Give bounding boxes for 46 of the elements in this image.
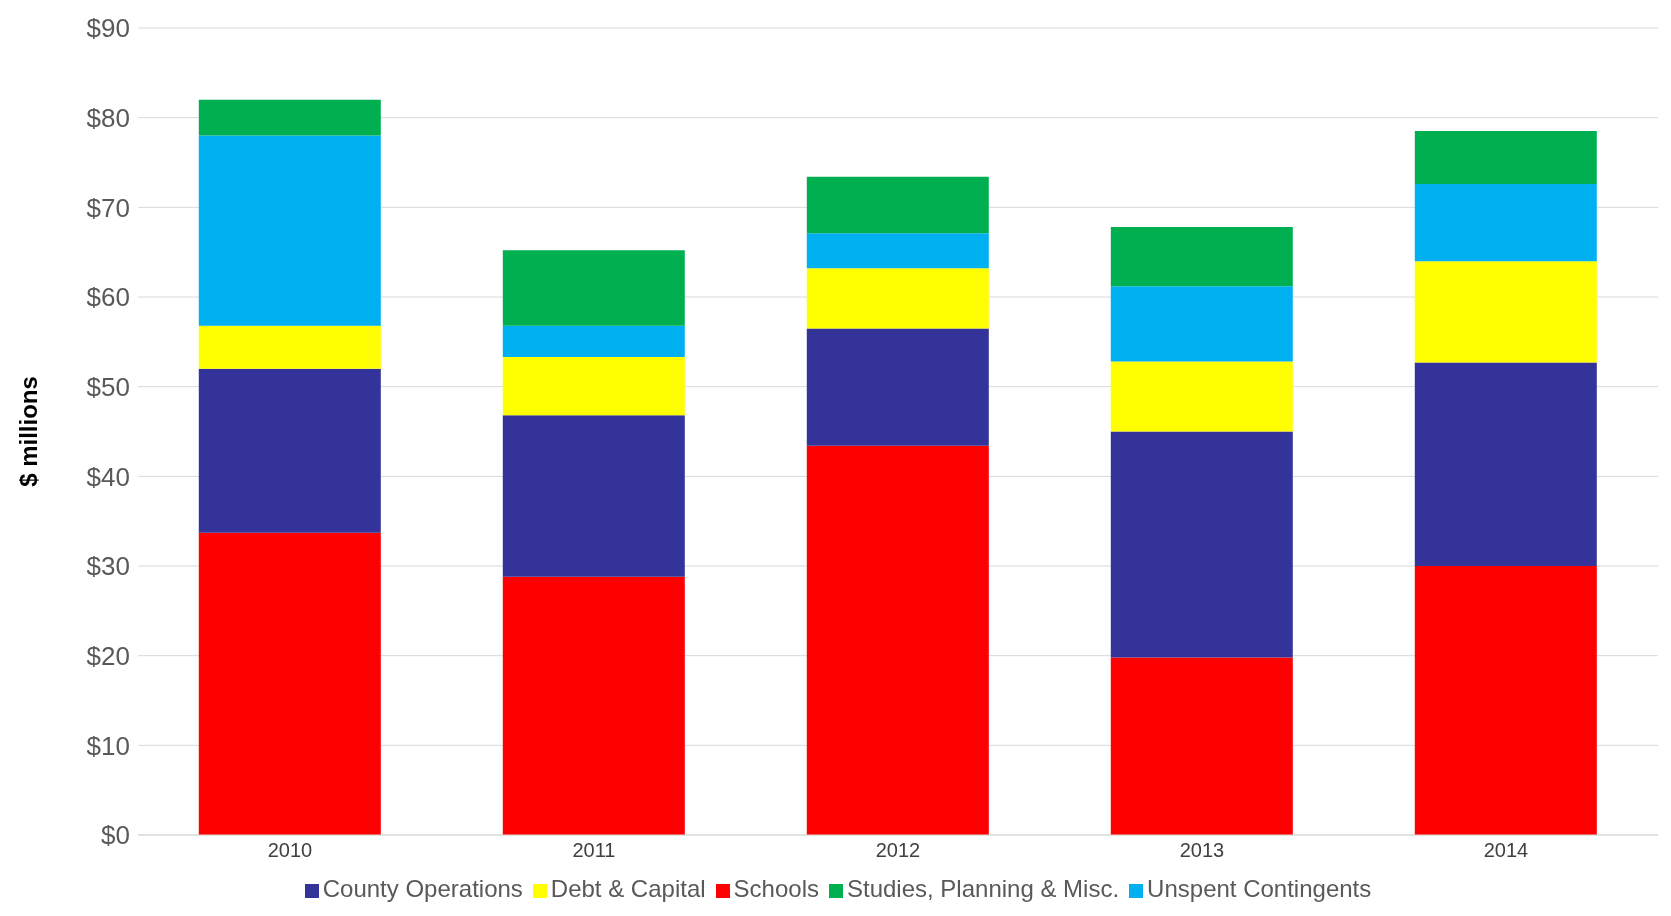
- bar: [806, 233, 989, 269]
- bar: [198, 135, 381, 326]
- bar: [502, 576, 685, 835]
- bar: [1414, 261, 1597, 363]
- bar: [806, 176, 989, 234]
- bar: [198, 368, 381, 533]
- y-tick-label: $30: [86, 551, 130, 582]
- bar: [1110, 361, 1293, 432]
- bar: [198, 325, 381, 369]
- bar: [502, 250, 685, 326]
- bar: [1110, 657, 1293, 835]
- bar: [198, 532, 381, 835]
- bar: [502, 357, 685, 416]
- y-tick-label: $60: [86, 282, 130, 313]
- y-tick-label: $70: [86, 192, 130, 223]
- legend-label: Debt & Capital: [550, 875, 706, 902]
- bar: [1414, 131, 1597, 185]
- y-tick-label: $20: [86, 640, 130, 671]
- legend-label: Schools: [733, 875, 819, 902]
- x-tick-label: 2010: [267, 839, 313, 862]
- bar: [1110, 431, 1293, 658]
- x-tick-label: 2011: [572, 839, 616, 862]
- x-tick-label: 2012: [875, 839, 921, 862]
- y-tick-label: $80: [86, 102, 130, 133]
- y-tick-label: $90: [86, 13, 130, 44]
- y-tick-label: $10: [86, 730, 130, 761]
- bar: [502, 325, 685, 358]
- y-tick-label: $40: [86, 461, 130, 492]
- bar: [1414, 184, 1597, 262]
- bar: [806, 445, 989, 835]
- bar: [1414, 362, 1597, 566]
- bar: [806, 268, 989, 329]
- y-axis-title: $ millions: [14, 376, 42, 487]
- y-tick-label: $0: [101, 820, 130, 851]
- legend-label: County Operations: [322, 875, 523, 902]
- bar: [1110, 286, 1293, 362]
- bar: [502, 415, 685, 577]
- x-tick-label: 2013: [1179, 839, 1225, 862]
- bar: [806, 328, 989, 446]
- bar: [1110, 227, 1293, 287]
- x-tick-label: 2014: [1483, 839, 1529, 862]
- y-tick-label: $50: [86, 371, 130, 402]
- bar: [1414, 566, 1597, 835]
- legend-label: Studies, Planning & Misc.: [846, 875, 1120, 902]
- bar: [198, 99, 381, 136]
- legend-label: Unspent Contingents: [1147, 875, 1372, 902]
